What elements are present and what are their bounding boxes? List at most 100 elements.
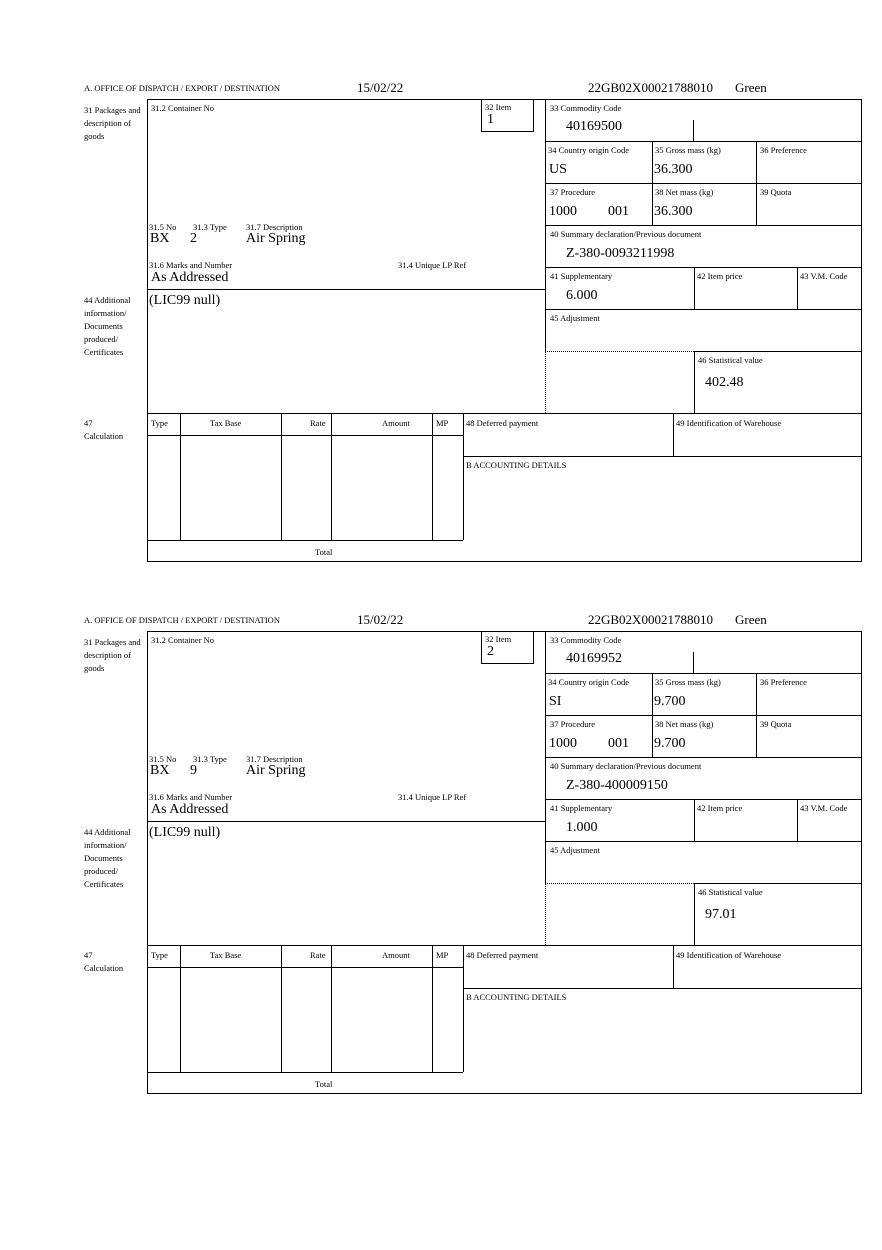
rule	[694, 351, 862, 352]
col-mp: MP	[436, 950, 449, 960]
quota-label: 39 Quota	[760, 719, 792, 729]
rule	[545, 225, 862, 226]
commodity-code: 40169500	[566, 119, 622, 134]
vm-code-label: 43 V.M. Code	[800, 803, 848, 813]
office-heading: A. OFFICE OF DISPATCH / EXPORT / DESTINA…	[84, 83, 280, 93]
col-type: Type	[151, 418, 168, 428]
quota-label: 39 Quota	[760, 187, 792, 197]
package-count: 9	[190, 763, 197, 778]
adjustment-label: 45 Adjustment	[550, 845, 600, 855]
col-amount: Amount	[382, 418, 410, 428]
procedure-extra: 001	[608, 204, 629, 219]
rule	[545, 757, 862, 758]
rule	[545, 715, 862, 716]
rule	[481, 663, 534, 664]
dotted-rule	[545, 883, 546, 945]
rule	[545, 141, 862, 142]
rule	[545, 799, 862, 800]
rule	[756, 141, 757, 225]
package-kind: BX	[150, 763, 170, 778]
item-label: 32 Item	[485, 102, 512, 112]
rule	[147, 99, 148, 561]
country-origin: SI	[549, 694, 562, 709]
no-label: 31.5 No	[149, 222, 177, 232]
route: Green	[735, 80, 767, 95]
supplementary-value: 6.000	[566, 288, 598, 303]
statistical-value-label: 46 Statistical value	[698, 355, 763, 365]
item-number: 1	[487, 112, 494, 127]
route: Green	[735, 612, 767, 627]
rule	[180, 945, 181, 1072]
rule	[694, 883, 862, 884]
rule	[481, 131, 534, 132]
rule	[694, 351, 695, 413]
package-count: 2	[190, 231, 197, 246]
rule	[481, 631, 482, 663]
declaration-item-block: A. OFFICE OF DISPATCH / EXPORT / DESTINA…	[0, 612, 882, 1112]
calculation-label: Calculation	[84, 963, 124, 973]
net-mass-label: 38 Net mass (kg)	[655, 187, 714, 197]
type-label: 31.3 Type	[193, 222, 227, 232]
col-type: Type	[151, 950, 168, 960]
deferred-payment-label: 48 Deferred payment	[466, 950, 539, 960]
rule	[861, 631, 862, 1093]
additional-info-label: 44 Additional information/ Documents pro…	[84, 827, 131, 889]
preference-label: 36 Preference	[760, 145, 807, 155]
procedure-label: 37 Procedure	[550, 187, 596, 197]
calculation-number: 47	[84, 418, 93, 428]
statistical-value: 402.48	[705, 375, 744, 390]
rule	[533, 99, 534, 131]
item-label: 32 Item	[485, 634, 512, 644]
col-rate: Rate	[310, 950, 326, 960]
rule	[652, 141, 653, 225]
supplementary-label: 41 Supplementary	[550, 271, 613, 281]
unique-lp-ref-label: 31.4 Unique LP Ref	[398, 260, 467, 270]
commodity-code-label: 33 Commodity Code	[550, 103, 622, 113]
type-label: 31.3 Type	[193, 754, 227, 764]
rule	[463, 945, 464, 1072]
additional-info-value: (LIC99 null)	[149, 293, 221, 308]
rule	[694, 799, 695, 841]
calculation-label: Calculation	[84, 431, 124, 441]
dotted-rule	[545, 883, 694, 884]
additional-info-value: (LIC99 null)	[149, 825, 221, 840]
container-no-label: 31.2 Container No	[151, 103, 215, 113]
gross-mass-label: 35 Gross mass (kg)	[655, 677, 721, 687]
item-price-label: 42 Item price	[697, 803, 743, 813]
rule	[147, 967, 463, 968]
packages-label: 31 Packages and description of goods	[84, 105, 141, 141]
procedure-label: 37 Procedure	[550, 719, 596, 729]
description-label: 31.7 Description	[246, 754, 303, 764]
warehouse-label: 49 Identification of Warehouse	[676, 950, 782, 960]
accounting-details-label: B ACCOUNTING DETAILS	[466, 460, 567, 470]
rule	[545, 841, 862, 842]
commodity-code-label: 33 Commodity Code	[550, 635, 622, 645]
accounting-details-label: B ACCOUNTING DETAILS	[466, 992, 567, 1002]
commodity-code: 40169952	[566, 651, 622, 666]
rule	[463, 456, 862, 457]
summary-declaration-label: 40 Summary declaration/Previous document	[550, 761, 702, 771]
col-amount: Amount	[382, 950, 410, 960]
net-mass: 9.700	[654, 736, 686, 751]
gross-mass-label: 35 Gross mass (kg)	[655, 145, 721, 155]
rule	[147, 289, 545, 290]
rule	[463, 413, 464, 540]
rule	[147, 1093, 862, 1094]
rule	[147, 821, 545, 822]
reference-number: 22GB02X00021788010	[588, 80, 713, 95]
item-price-label: 42 Item price	[697, 271, 743, 281]
rule	[545, 267, 862, 268]
gross-mass: 36.300	[654, 162, 693, 177]
preference-label: 36 Preference	[760, 677, 807, 687]
vm-code-label: 43 V.M. Code	[800, 271, 848, 281]
rule	[694, 883, 695, 945]
rule	[147, 631, 862, 632]
dotted-rule	[545, 351, 546, 413]
statistical-value-label: 46 Statistical value	[698, 887, 763, 897]
rule	[331, 945, 332, 1072]
country-origin-label: 34 Country origin Code	[548, 677, 629, 687]
rule	[545, 183, 862, 184]
deferred-payment-label: 48 Deferred payment	[466, 418, 539, 428]
no-label: 31.5 No	[149, 754, 177, 764]
supplementary-value: 1.000	[566, 820, 598, 835]
